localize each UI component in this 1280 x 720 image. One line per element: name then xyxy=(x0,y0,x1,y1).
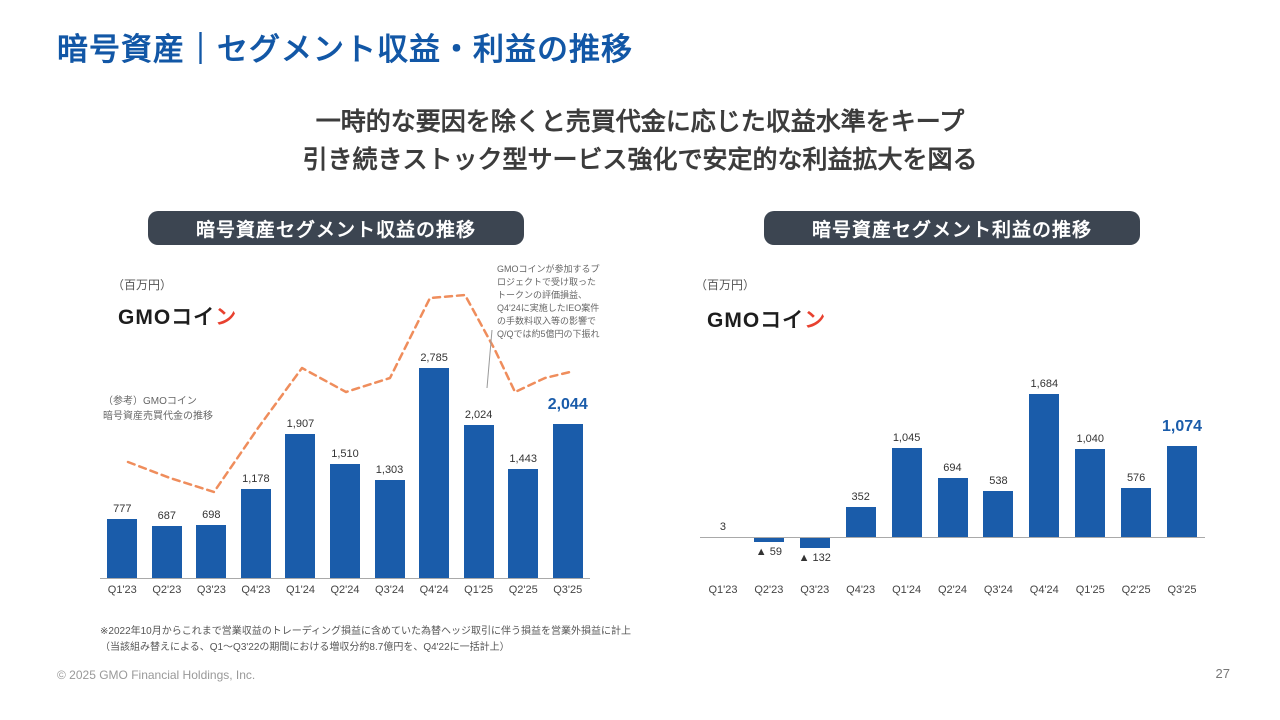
value-label-Q3'25: 1,074 xyxy=(1162,418,1203,435)
footer-copyright: © 2025 GMO Financial Holdings, Inc. xyxy=(57,668,256,682)
x-axis xyxy=(700,537,1205,538)
bar-Q3'24 xyxy=(374,480,405,578)
bar-Q1'25 xyxy=(1075,449,1106,537)
value-label-Q4'24: 1,684 xyxy=(1030,378,1059,390)
category-label-Q2'25: Q2'25 xyxy=(508,584,538,596)
category-label-Q3'25: Q3'25 xyxy=(1167,584,1197,596)
subtitle: 一時的な要因を除くと売買代金に応じた収益水準をキープ 引き続きストック型サービス… xyxy=(0,104,1280,179)
bar-Q1'24 xyxy=(285,434,316,578)
profit-chart-categories: Q1'23 Q2'23 Q3'23 Q4'23 Q1'24 Q2'24 Q3'24 Q4'24… xyxy=(700,584,1205,596)
page-title: 暗号資産｜セグメント収益・利益の推移 xyxy=(57,32,633,67)
category-label-Q3'24: Q3'24 xyxy=(375,584,405,596)
value-label-Q1'25: 1,040 xyxy=(1076,433,1104,445)
footnote: ※2022年10月からこれまで営業収益のトレーディング損益に含めていた為替ヘッジ… xyxy=(100,626,632,653)
profit-chart: 3 ▲ 59 ▲ 132 352 1,045 694 538 1,684 1,040 576 1,0… xyxy=(700,378,1205,582)
bar-Q3'24 xyxy=(983,491,1014,537)
value-label-Q2'25: 576 xyxy=(1126,472,1146,484)
category-label-Q3'23: Q3'23 xyxy=(800,584,830,596)
value-label-Q2'23: 687 xyxy=(157,510,176,522)
category-label-Q2'24: Q2'24 xyxy=(937,584,967,596)
value-label-Q3'23: 698 xyxy=(202,509,221,521)
bar-Q4'24 xyxy=(419,368,450,578)
gmo-coin-logo-accent: ン xyxy=(804,309,827,332)
category-label-Q1'23: Q1'23 xyxy=(708,584,738,596)
profit-chart-title-pill: 暗号資産セグメント利益の推移 xyxy=(764,211,1140,245)
category-label-Q2'23: Q2'23 xyxy=(754,584,784,596)
bar-Q2'25 xyxy=(1121,488,1152,537)
category-label-Q2'25: Q2'25 xyxy=(1121,584,1151,596)
category-label-Q1'24: Q1'24 xyxy=(892,584,922,596)
bar-Q3'23 xyxy=(196,525,227,578)
bar-Q1'24 xyxy=(891,448,922,537)
profit-unit-label: （百万円） xyxy=(695,278,756,292)
category-label-Q3'25: Q3'25 xyxy=(553,584,583,596)
bar-Q3'23 xyxy=(799,537,830,548)
value-label-Q2'24: 694 xyxy=(943,462,962,474)
value-label-Q3'24: 538 xyxy=(989,475,1008,487)
bar-Q3'25 xyxy=(552,424,583,578)
category-label-Q1'25: Q1'25 xyxy=(464,584,494,596)
value-label-Q4'24: 2,785 xyxy=(420,352,448,364)
bar-Q1'25 xyxy=(463,425,494,578)
value-label-Q2'24: 1,510 xyxy=(331,448,359,460)
category-label-Q1'23: Q1'23 xyxy=(107,584,137,596)
bar-Q2'24 xyxy=(330,464,360,578)
value-label-Q2'25: 1,443 xyxy=(509,453,537,465)
revenue-unit-label: （百万円） xyxy=(112,278,173,292)
value-label-Q4'23: 1,178 xyxy=(242,473,270,485)
gmo-coin-logo-text: GMOコイ xyxy=(707,309,805,332)
category-label-Q2'23: Q2'23 xyxy=(152,584,182,596)
bar-Q3'25 xyxy=(1167,446,1198,537)
bar-Q1'23 xyxy=(107,519,138,578)
page-number: 27 xyxy=(1215,666,1230,681)
value-label-Q3'24: 1,303 xyxy=(375,464,404,476)
value-label-Q1'25: 2,024 xyxy=(464,409,493,421)
annotation-leader-line xyxy=(486,329,493,389)
value-label-Q1'24: 1,907 xyxy=(286,418,315,430)
subtitle-line-1: 一時的な要因を除くと売買代金に応じた収益水準をキープ xyxy=(315,108,965,136)
value-label-Q1'23: 3 xyxy=(719,521,727,533)
revenue-chart-title-pill: 暗号資産セグメント収益の推移 xyxy=(148,211,524,245)
bar-Q2'25 xyxy=(508,469,539,578)
gmo-coin-logo: GMOコイン xyxy=(707,304,826,334)
value-label-Q3'25: 2,044 xyxy=(547,396,588,413)
category-label-Q4'24: Q4'24 xyxy=(419,584,449,596)
category-label-Q3'24: Q3'24 xyxy=(983,584,1013,596)
revenue-chart: 777 687 698 1,178 1,907 1,510 1,303 2,785 2,024 1… xyxy=(100,270,590,582)
bar-Q4'23 xyxy=(240,489,271,578)
value-label-Q4'23: 352 xyxy=(851,491,870,503)
subtitle-line-2: 引き続きストック型サービス強化で安定的な利益拡大を図る xyxy=(302,145,978,174)
category-label-Q4'24: Q4'24 xyxy=(1029,584,1059,596)
value-label-Q3'23: ▲ 132 xyxy=(798,552,831,564)
bar-Q2'24 xyxy=(937,478,968,537)
bar-Q2'23 xyxy=(753,537,784,542)
x-axis xyxy=(100,578,590,579)
revenue-chart-categories: Q1'23 Q2'23 Q3'23 Q4'23 Q1'24 Q2'24 Q3'24 Q4'24… xyxy=(100,584,590,596)
bar-Q4'24 xyxy=(1029,394,1060,537)
category-label-Q4'23: Q4'23 xyxy=(846,584,876,596)
value-label-Q1'23: 777 xyxy=(113,503,132,515)
category-label-Q4'23: Q4'23 xyxy=(241,584,271,596)
bar-Q2'23 xyxy=(151,526,182,578)
value-label-Q1'24: 1,045 xyxy=(892,432,921,444)
bar-Q4'23 xyxy=(845,507,876,537)
category-label-Q2'24: Q2'24 xyxy=(330,584,360,596)
category-label-Q1'25: Q1'25 xyxy=(1075,584,1105,596)
category-label-Q3'23: Q3'23 xyxy=(196,584,226,596)
category-label-Q1'24: Q1'24 xyxy=(285,584,315,596)
value-label-Q2'23: ▲ 59 xyxy=(755,546,782,558)
